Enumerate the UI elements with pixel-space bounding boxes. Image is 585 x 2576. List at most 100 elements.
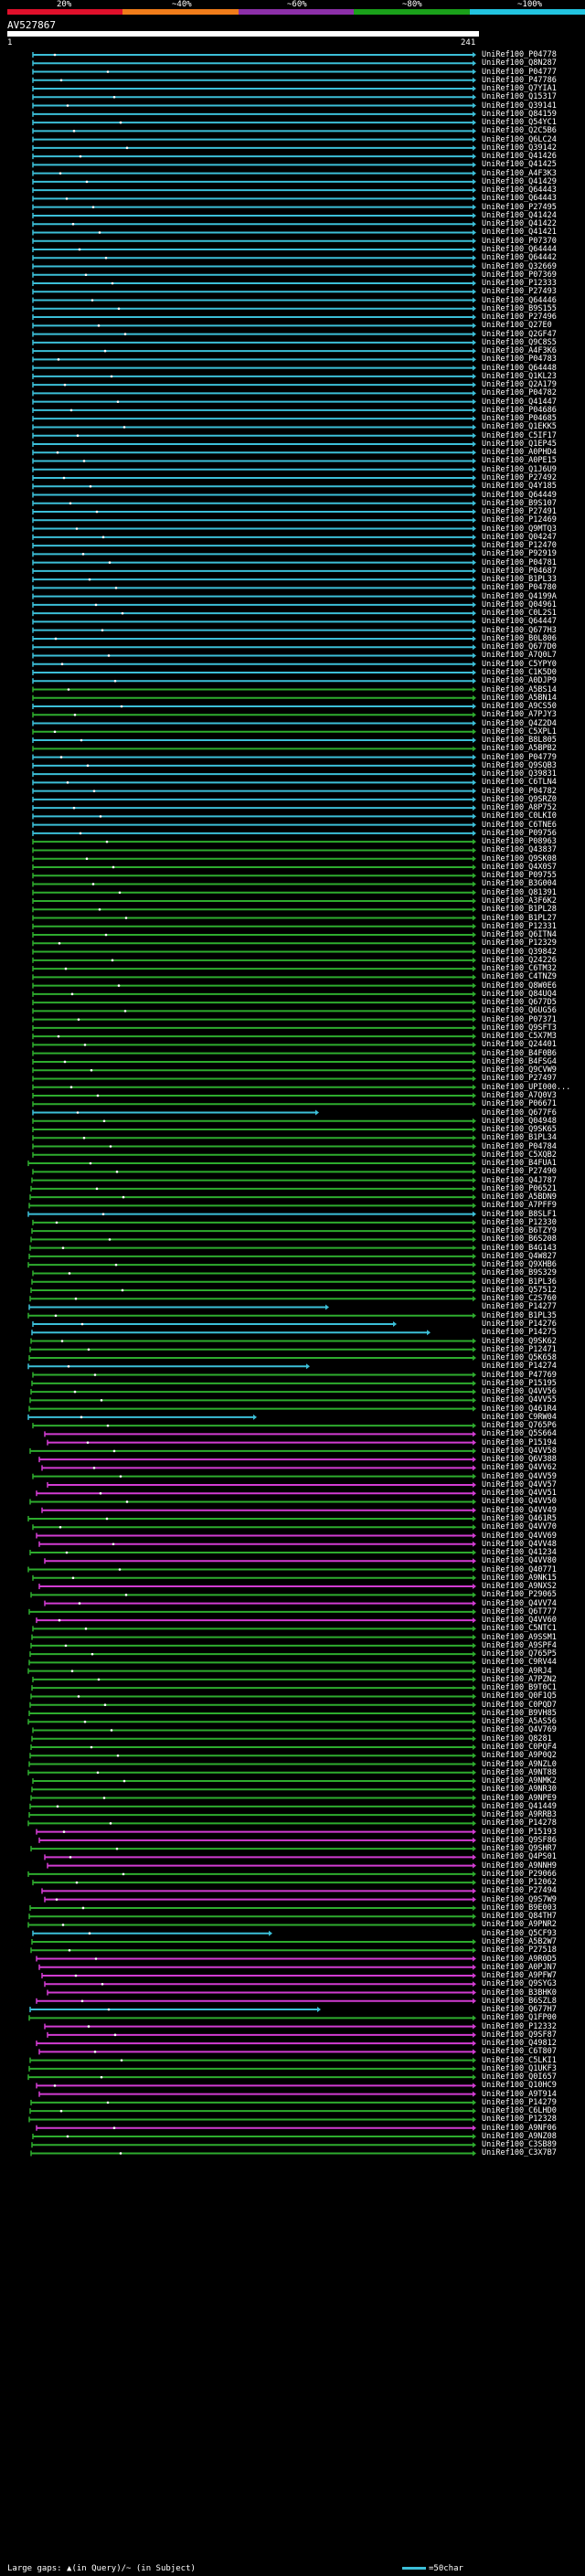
hit-label[interactable]: UniRef100_A9SSM1	[482, 1632, 557, 1642]
hit-label[interactable]: UniRef100_C0L2S1	[482, 609, 557, 619]
hit-label[interactable]: UniRef100_Q5CF93	[482, 1928, 557, 1938]
hit-label[interactable]: UniRef100_A7PJY3	[482, 710, 557, 720]
hit-label[interactable]: UniRef100_Q41421	[482, 228, 557, 238]
hit-label[interactable]: UniRef100_A9SPF4	[482, 1640, 557, 1650]
hit-label[interactable]: UniRef100_Q8N287	[482, 58, 557, 69]
hit-label[interactable]: UniRef100_A9T914	[482, 2089, 557, 2099]
hit-label[interactable]: UniRef100_Q4199A	[482, 591, 557, 601]
hit-label[interactable]: UniRef100_B4G143	[482, 1243, 557, 1253]
hit-label[interactable]: UniRef100_B6S208	[482, 1235, 557, 1245]
hit-label[interactable]: UniRef100_Q39142	[482, 143, 557, 153]
hit-label[interactable]: UniRef100_A9NMK2	[482, 1776, 557, 1786]
hit-label[interactable]: UniRef100_Q84159	[482, 109, 557, 119]
hit-label[interactable]: UniRef100_B1PL33	[482, 575, 557, 585]
hit-label[interactable]: UniRef100_A5BS14	[482, 684, 557, 694]
hit-label[interactable]: UniRef100_Q04247	[482, 532, 557, 542]
hit-label[interactable]: UniRef100_P04778	[482, 50, 557, 59]
hit-label[interactable]: UniRef100_P27497	[482, 1074, 557, 1084]
hit-label[interactable]: UniRef100_A0DJP9	[482, 676, 557, 686]
hit-label[interactable]: UniRef100_A8P752	[482, 803, 557, 813]
hit-label[interactable]: UniRef100_P09756	[482, 828, 557, 838]
hit-label[interactable]: UniRef100_P12331	[482, 921, 557, 931]
hit-label[interactable]: UniRef100_Q7YIA1	[482, 84, 557, 94]
hit-label[interactable]: UniRef100_B1PL34	[482, 1133, 557, 1143]
hit-label[interactable]: UniRef100_A4F3K3	[482, 168, 557, 178]
hit-label[interactable]: UniRef100_C5IF17	[482, 430, 557, 440]
hit-label[interactable]: UniRef100_B9E003	[482, 1903, 557, 1913]
hit-label[interactable]: UniRef100_Q6ITN4	[482, 930, 557, 940]
hit-label[interactable]: UniRef100_P12062	[482, 1878, 557, 1888]
hit-label[interactable]: UniRef100_P07370	[482, 236, 557, 246]
hit-label[interactable]: UniRef100_P14277	[482, 1302, 557, 1312]
hit-label[interactable]: UniRef100_Q4V769	[482, 1725, 557, 1735]
hit-label[interactable]: UniRef100_P27492	[482, 473, 557, 482]
hit-label[interactable]: UniRef100_Q24226	[482, 955, 557, 965]
hit-label[interactable]: UniRef100_B9VH85	[482, 1708, 557, 1718]
hit-label[interactable]: UniRef100_B1PL28	[482, 905, 557, 915]
hit-label[interactable]: UniRef100_A7Q0V3	[482, 1090, 557, 1100]
hit-label[interactable]: UniRef100_P04781	[482, 557, 557, 567]
hit-label[interactable]: UniRef100_A5BDN9	[482, 1193, 557, 1203]
hit-label[interactable]: UniRef100_A3F6K2	[482, 896, 557, 906]
hit-label[interactable]: UniRef100_P27518	[482, 1945, 557, 1956]
hit-label[interactable]: UniRef100_Q41422	[482, 219, 557, 229]
hit-label[interactable]: UniRef100_A9NXS2	[482, 1582, 557, 1592]
hit-label[interactable]: UniRef100_A9NT88	[482, 1767, 557, 1777]
hit-label[interactable]: UniRef100_B3BHK0	[482, 1988, 557, 1998]
hit-label[interactable]: UniRef100_Q0I657	[482, 2072, 557, 2083]
hit-label[interactable]: UniRef100_P29066	[482, 1869, 557, 1879]
hit-label[interactable]: UniRef100_P04784	[482, 1141, 557, 1151]
hit-label[interactable]: UniRef100_Q4W827	[482, 1251, 557, 1261]
hit-label[interactable]: UniRef100_P47769	[482, 1370, 557, 1380]
hit-label[interactable]: UniRef100_C6TNE6	[482, 820, 557, 830]
hit-label[interactable]: UniRef100_P12333	[482, 279, 557, 289]
hit-label[interactable]: UniRef100_Q4PS01	[482, 1852, 557, 1862]
hit-label[interactable]: UniRef100_A9NZL0	[482, 1759, 557, 1769]
hit-label[interactable]: UniRef100_C6TLN4	[482, 778, 557, 788]
hit-label[interactable]: UniRef100_P12471	[482, 1344, 557, 1354]
hit-label[interactable]: UniRef100_A9CS50	[482, 702, 557, 712]
hit-label[interactable]: UniRef100_P12332	[482, 2021, 557, 2031]
hit-label[interactable]: UniRef100_Q1J6U9	[482, 464, 557, 474]
hit-label[interactable]: UniRef100_P15194	[482, 1437, 557, 1447]
hit-label[interactable]: UniRef100_Q41426	[482, 152, 557, 162]
hit-label[interactable]: UniRef100_P14276	[482, 1320, 557, 1329]
hit-label[interactable]: UniRef100_C5NTC1	[482, 1624, 557, 1634]
hit-label[interactable]: UniRef100_Q9C8S5	[482, 337, 557, 347]
hit-label[interactable]: UniRef100_P07369	[482, 270, 557, 280]
hit-label[interactable]: UniRef100_A9NF06	[482, 2123, 557, 2133]
hit-label[interactable]: UniRef100_Q4VV56	[482, 1387, 557, 1397]
hit-label[interactable]: UniRef100_P04777	[482, 67, 557, 77]
hit-label[interactable]: UniRef100_A9R0D5	[482, 1954, 557, 1964]
hit-label[interactable]: UniRef100_Q9SFT3	[482, 1023, 557, 1033]
hit-label[interactable]: UniRef100_P14278	[482, 1818, 557, 1829]
hit-label[interactable]: UniRef100_P14279	[482, 2097, 557, 2107]
hit-label[interactable]: UniRef100_A9P0Q2	[482, 1751, 557, 1761]
hit-label[interactable]: UniRef100_Q64443	[482, 194, 557, 204]
hit-label[interactable]: UniRef100_C6T807	[482, 2047, 557, 2057]
hit-label[interactable]: UniRef100_P12329	[482, 938, 557, 949]
hit-label[interactable]: UniRef100_B9S329	[482, 1268, 557, 1278]
hit-label[interactable]: UniRef100_A5BN14	[482, 693, 557, 703]
hit-label[interactable]: UniRef100_P27494	[482, 1886, 557, 1896]
hit-label[interactable]: UniRef100_UPI000...	[482, 1082, 571, 1092]
hit-label[interactable]: UniRef100_P92919	[482, 549, 557, 559]
hit-label[interactable]: UniRef100_Q15317	[482, 92, 557, 102]
hit-label[interactable]: UniRef100_C0LKI0	[482, 811, 557, 822]
hit-label[interactable]: UniRef100_A0PE15	[482, 456, 557, 466]
hit-label[interactable]: UniRef100_Q40771	[482, 1564, 557, 1574]
hit-label[interactable]: UniRef100_Q9SHR7	[482, 1844, 557, 1854]
hit-label[interactable]: UniRef100_B4FSG4	[482, 1056, 557, 1066]
hit-label[interactable]: UniRef100_Q0F1Q5	[482, 1691, 557, 1701]
hit-label[interactable]: UniRef100_Q9XHB6	[482, 1260, 557, 1270]
hit-label[interactable]: UniRef100_A7PZN2	[482, 1674, 557, 1684]
hit-label[interactable]: UniRef100_B4F0B6	[482, 1048, 557, 1058]
hit-label[interactable]: UniRef100_Q27E0	[482, 321, 552, 331]
hit-label[interactable]: UniRef100_C5YPY0	[482, 659, 557, 669]
hit-label[interactable]: UniRef100_Q9S7W9	[482, 1894, 557, 1904]
hit-label[interactable]: UniRef100_A9RRB3	[482, 1810, 557, 1820]
hit-label[interactable]: UniRef100_Q64448	[482, 363, 557, 373]
hit-label[interactable]: UniRef100_C0PQF4	[482, 1743, 557, 1752]
hit-label[interactable]: UniRef100_C4TNZ9	[482, 972, 557, 982]
hit-label[interactable]: UniRef100_B3G004	[482, 879, 557, 889]
